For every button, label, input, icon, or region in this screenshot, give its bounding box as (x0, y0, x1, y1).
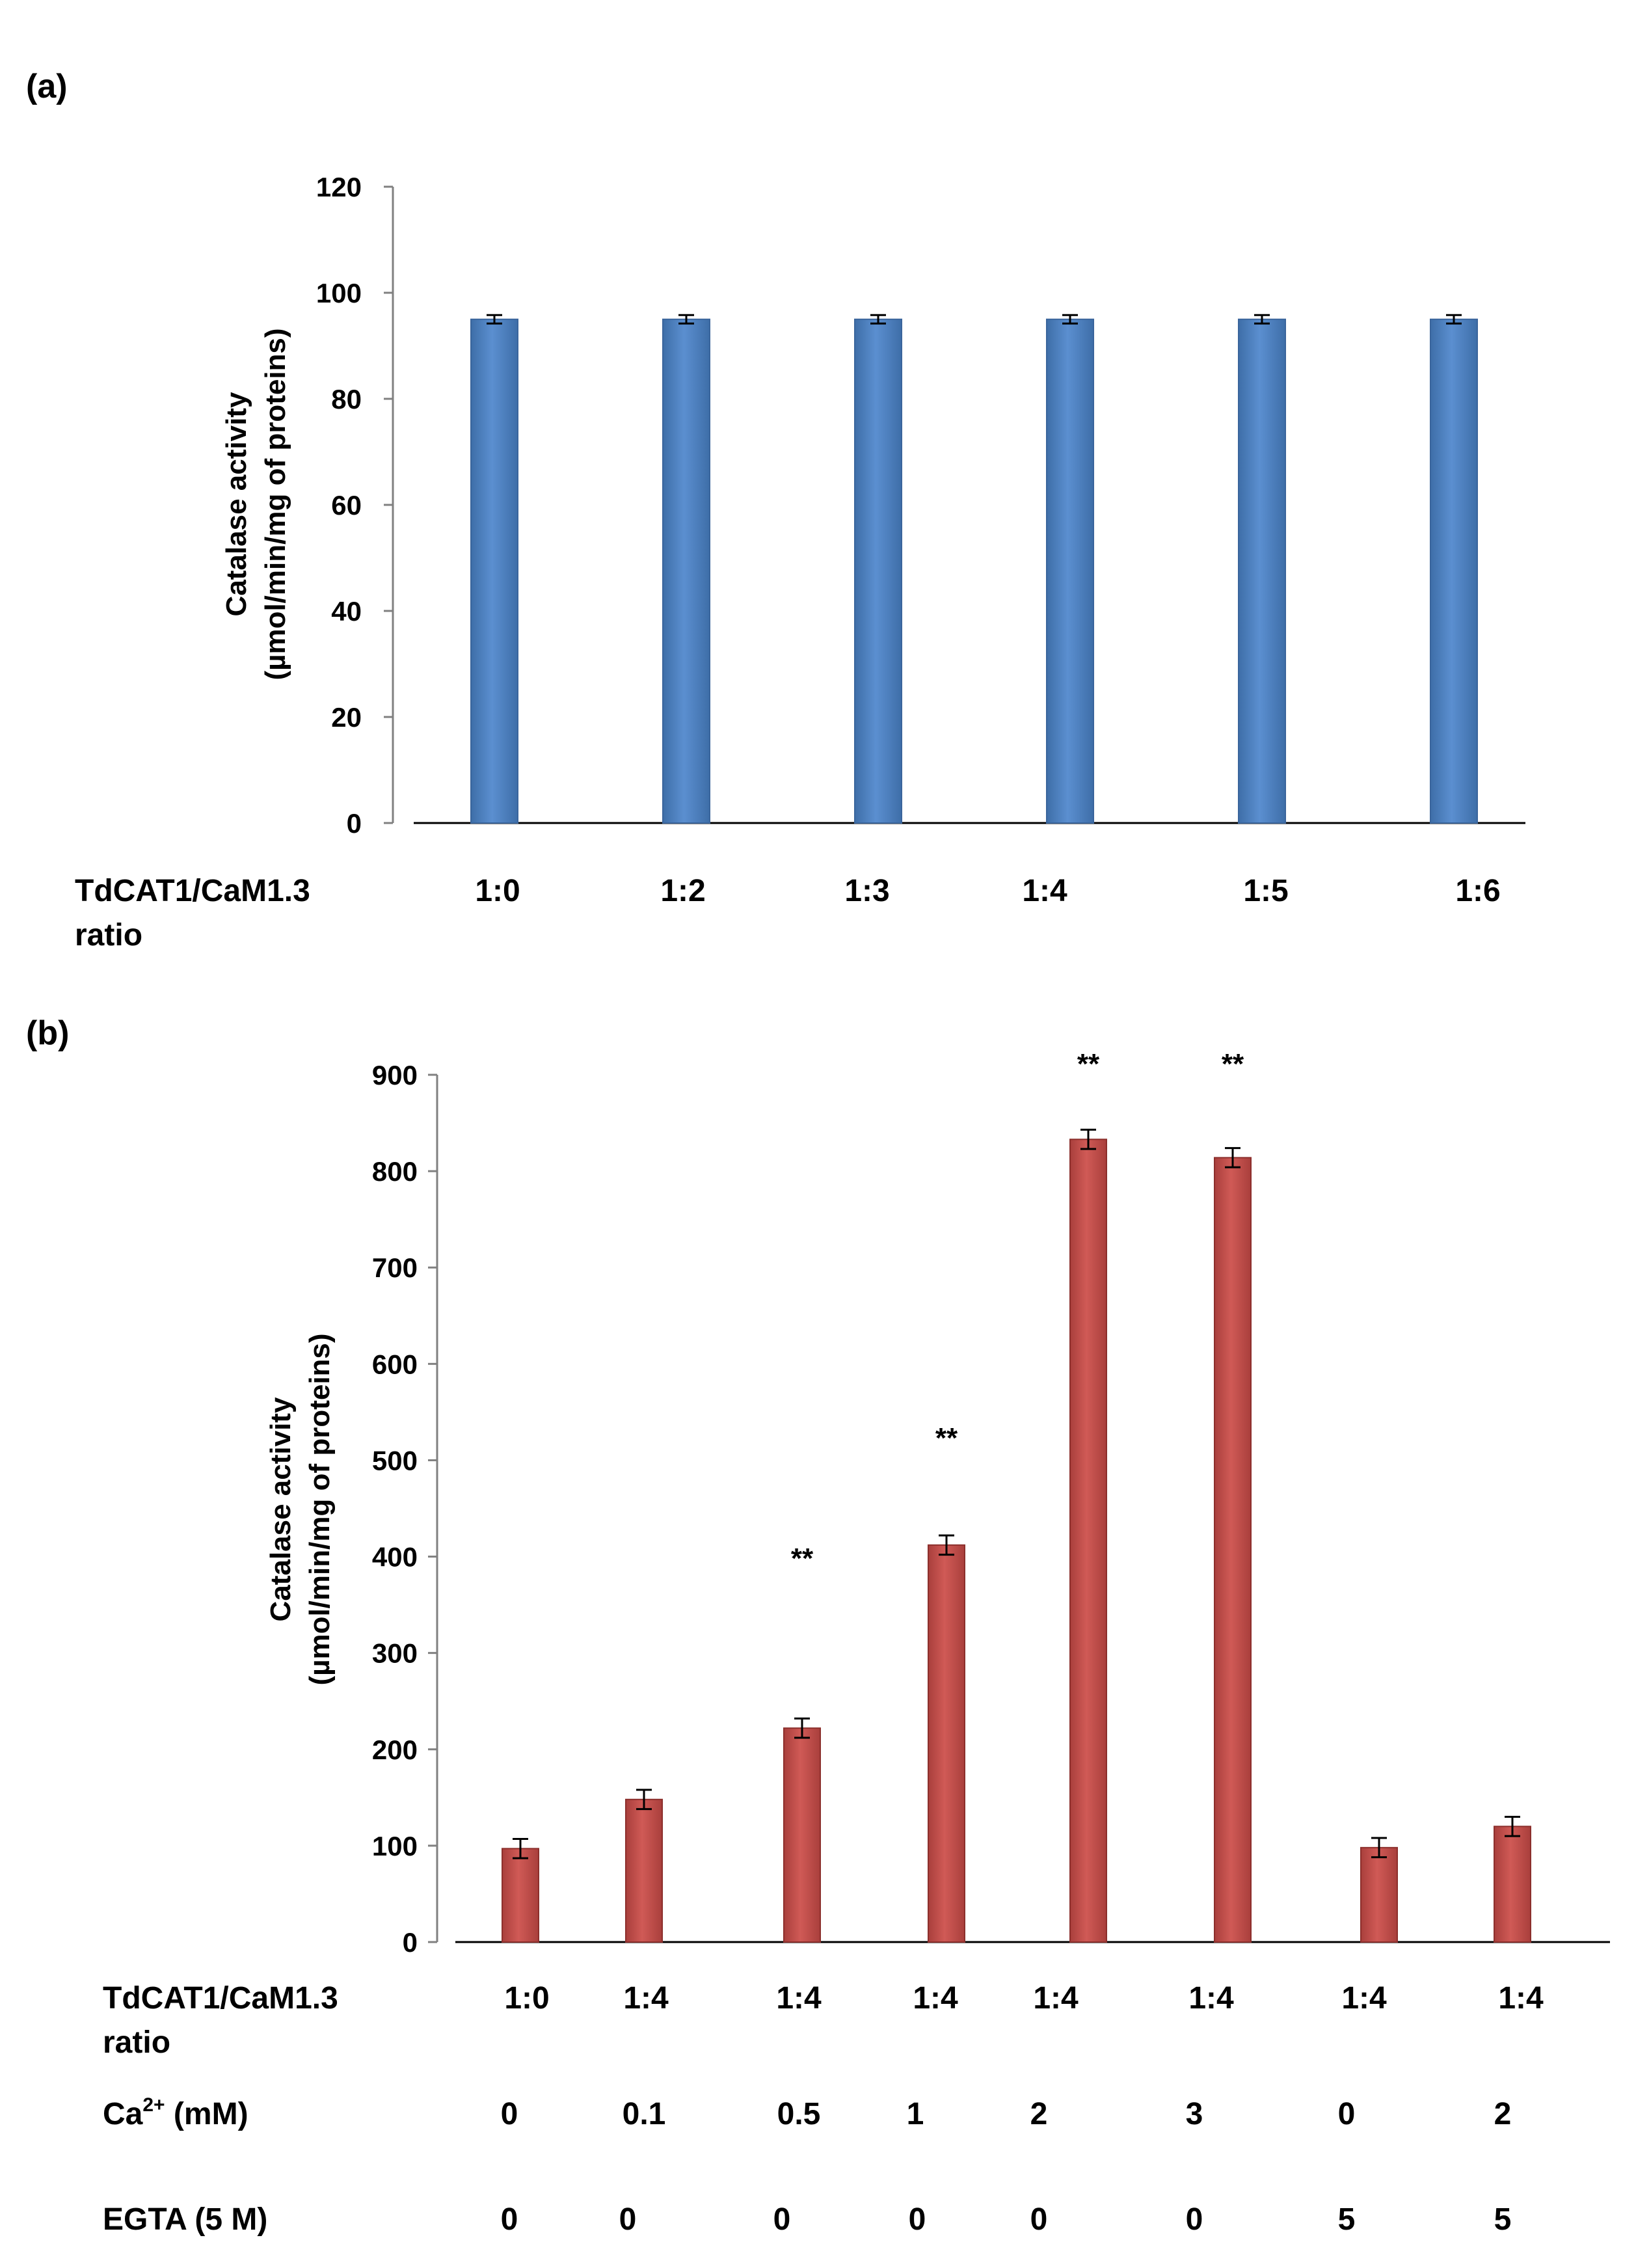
panel-b-category-label: 1:4 (913, 1981, 958, 2016)
panel-a-ytick-label: 20 (331, 702, 362, 733)
panel-a-ytick-label: 80 (331, 384, 362, 414)
panel-b-bar (783, 1727, 821, 1943)
panel-a-bar (854, 318, 902, 824)
panel-b-category-label: 1:4 (1341, 1981, 1387, 2016)
panel-b-egta-value: 5 (1494, 2202, 1512, 2237)
panel-b-ca-value: 3 (1186, 2097, 1203, 2131)
panel-b-category-label: 1:4 (1033, 1981, 1079, 2016)
panel-b-ytick-label: 300 (372, 1638, 418, 1669)
panel-b-egta-label: EGTA (5 M) (103, 2202, 267, 2237)
panel-b-bar (1214, 1157, 1252, 1943)
panel-b-ytick-label: 0 (403, 1927, 418, 1958)
panel-a-ylabel-line1: Catalase activity (221, 392, 252, 616)
panel-b-significance-marker: ** (935, 1422, 958, 1454)
panel-b-bar (502, 1848, 539, 1943)
panel-a-bar (470, 318, 518, 824)
panel-b-ca-label-sup: 2+ (142, 2094, 165, 2116)
panel-a: (a) 0 20 40 60 80 100 120 Catalase activity (µ… (26, 68, 1525, 952)
panel-b-ca-label-main: Ca (103, 2097, 143, 2131)
panel-a-category-label: 1:4 (1022, 874, 1067, 908)
panel-b-ytick-label: 500 (372, 1445, 418, 1476)
panel-b-ca-value: 0 (1338, 2097, 1356, 2131)
panel-b-ca-value: 0 (501, 2097, 518, 2131)
panel-b-ylabel-line1: Catalase activity (265, 1397, 297, 1621)
panel-b-egta-value: 5 (1338, 2202, 1356, 2237)
panel-b-egta-value: 0 (501, 2202, 518, 2237)
panel-b-egta-value: 0 (1030, 2202, 1048, 2237)
panel-a-category-label: 1:5 (1243, 874, 1288, 908)
panel-a-ratio-label-line1: TdCAT1/CaM1.3 (75, 874, 310, 908)
panel-a-label: (a) (26, 68, 68, 105)
panel-b-egta-value: 0 (619, 2202, 637, 2237)
panel-b-label: (b) (26, 1014, 69, 1052)
panel-b-ytick-label: 700 (372, 1252, 418, 1283)
panel-b-significance-marker: ** (1077, 1048, 1100, 1080)
panel-b-ytick-label: 800 (372, 1156, 418, 1187)
panel-a-ytick-label: 120 (316, 172, 362, 202)
panel-a-ytick-label: 100 (316, 278, 362, 308)
panel-a-bar (1238, 318, 1286, 824)
panel-b-ca-value: 0.1 (623, 2097, 666, 2131)
panel-b-bar (928, 1544, 965, 1943)
panel-b-egta-value: 0 (773, 2202, 791, 2237)
panel-b-bar (1069, 1139, 1107, 1943)
panel-b-significance-marker: ** (1222, 1048, 1244, 1080)
panel-b-ratio-label-line1: TdCAT1/CaM1.3 (103, 1981, 338, 2016)
panel-a-ytick-label: 0 (347, 808, 362, 839)
panel-b-significance-marker: ** (791, 1543, 814, 1574)
panel-b-ca-value: 1 (907, 2097, 924, 2131)
panel-b-category-label: 1:4 (623, 1981, 669, 2016)
panel-b-ylabel-line2: (µmol/min/mg of proteins) (304, 1333, 336, 1685)
panel-a-bar (1430, 318, 1478, 824)
panel-b-ytick-label: 200 (372, 1735, 418, 1765)
panel-b-egta-value: 0 (1186, 2202, 1203, 2237)
panel-a-category-label: 1:2 (660, 874, 705, 908)
panel-a-category-label: 1:0 (475, 874, 520, 908)
panel-a-ylabel-line2: (µmol/min/mg of proteins) (260, 328, 291, 680)
panel-b-ca-label-unit: (mM) (165, 2097, 248, 2131)
panel-a-bar (662, 318, 710, 824)
panel-b-ytick-label: 600 (372, 1349, 418, 1379)
panel-b-category-label: 1:4 (1188, 1981, 1234, 2016)
panel-b-ytick-label: 100 (372, 1831, 418, 1861)
panel-b-ca-label: Ca2+ (mM) (103, 2094, 248, 2131)
panel-a-ratio-label-line2: ratio (75, 918, 142, 952)
panel-a-ytick-label: 60 (331, 490, 362, 520)
panel-b-bar (1360, 1846, 1398, 1943)
panel-b-ca-value: 2 (1494, 2097, 1512, 2131)
panel-b-category-label: 1:4 (1498, 1981, 1544, 2016)
panel-b-egta-value: 0 (909, 2202, 926, 2237)
panel-a-y-axis: 0 20 40 60 80 100 120 (316, 172, 394, 839)
panel-b-ca-value: 0.5 (777, 2097, 821, 2131)
panel-b-ytick-label: 900 (372, 1060, 418, 1090)
panel-a-ytick-label: 40 (331, 596, 362, 627)
panel-b-category-label: 1:0 (504, 1981, 549, 2016)
panel-a-bar (1046, 318, 1094, 824)
panel-b-y-axis: 0 100 200 300 400 500 600 700 800 900 (372, 1060, 438, 1958)
panel-b-bar (1494, 1826, 1531, 1943)
panel-a-category-label: 1:6 (1455, 874, 1500, 908)
panel-b-ca-value: 2 (1030, 2097, 1048, 2131)
panel-b-ytick-label: 400 (372, 1542, 418, 1573)
panel-b-bar (625, 1798, 663, 1943)
panel-b-category-label: 1:4 (776, 1981, 822, 2016)
panel-b-ratio-label-line2: ratio (103, 2025, 170, 2060)
panel-a-category-label: 1:3 (844, 874, 889, 908)
